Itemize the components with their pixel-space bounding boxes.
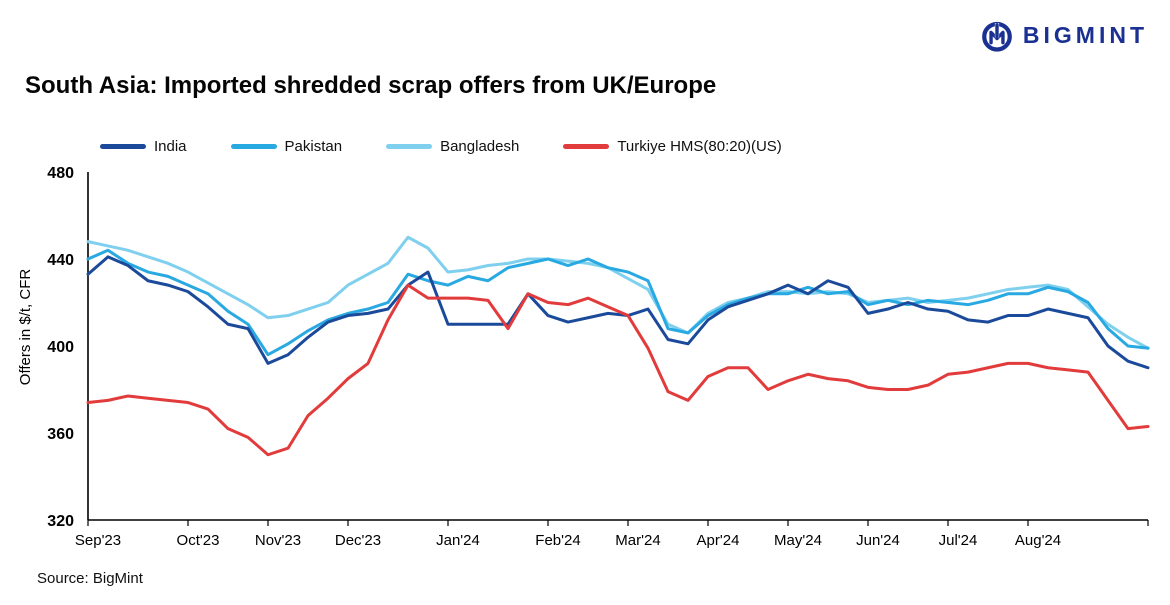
y-tick-label: 360: [47, 426, 74, 443]
bigmint-logo-text: BIGMINT: [1022, 21, 1148, 48]
x-tick-label: Aug'24: [1015, 532, 1061, 549]
legend-swatch-pakistan: [230, 143, 277, 149]
legend-label-bangladesh: Bangladesh: [440, 137, 520, 155]
y-tick-label: 400: [47, 339, 74, 356]
x-tick-label: Nov'23: [255, 532, 301, 549]
x-tick-label: Mar'24: [615, 532, 660, 549]
source-note: Source: BigMint: [37, 570, 143, 587]
x-tick-label: Sep'23: [75, 532, 121, 549]
x-tick-label: Dec'23: [335, 532, 381, 549]
y-axis-title: Offers in $/t, CFR: [17, 269, 34, 386]
x-tick-label: Feb'24: [535, 532, 580, 549]
y-tick-label: 320: [47, 513, 74, 530]
bigmint-logo-icon: [982, 21, 1012, 52]
legend-item-turkiye-hms-80-20-us: Turkiye HMS(80:20)(US): [563, 137, 782, 155]
x-tick-label: Apr'24: [697, 532, 740, 549]
x-tick-label: Jul'24: [939, 532, 978, 549]
series-line-india: [86, 255, 1150, 370]
series-line-bangladesh: [86, 235, 1150, 350]
legend-label-india: India: [154, 137, 187, 155]
legend-swatch-india: [100, 143, 146, 149]
legend-label-turkiye-hms-80-20-us: Turkiye HMS(80:20)(US): [617, 137, 782, 155]
series-line-pakistan: [86, 248, 1150, 357]
line-chart: 320 360 400 440 480 Sep'23 Oct'23 Nov'23 Dec'23 J…: [17, 165, 1150, 549]
legend-label-pakistan: Pakistan: [284, 137, 343, 155]
bigmint-logo: BIGMINT: [980, 18, 1148, 52]
y-tick-label: 480: [47, 165, 74, 182]
chart-title: South Asia: Imported shredded scrap offe…: [25, 72, 717, 99]
legend-item-bangladesh: Bangladesh: [386, 138, 519, 155]
chart-area: 320 360 400 440 480 Sep'23 Oct'23 Nov'23 Dec'23 J…: [0, 152, 1170, 564]
legend-item-india: India: [100, 138, 187, 155]
series-line-turkiye-hms-80-20-us: [86, 283, 1150, 457]
legend-swatch-turkiye-hms-80-20-us: [563, 143, 610, 149]
y-tick-label: 440: [47, 252, 74, 269]
chart-legend: India Pakistan Bangladesh Turkiye HMS(80:20…: [100, 136, 782, 156]
x-tick-label: Jan'24: [436, 532, 480, 549]
x-tick-label: Jun'24: [856, 532, 900, 549]
x-tick-label: May'24: [774, 532, 822, 549]
x-tick-label: Oct'23: [177, 532, 220, 549]
legend-item-pakistan: Pakistan: [230, 137, 343, 155]
legend-swatch-bangladesh: [386, 143, 433, 149]
